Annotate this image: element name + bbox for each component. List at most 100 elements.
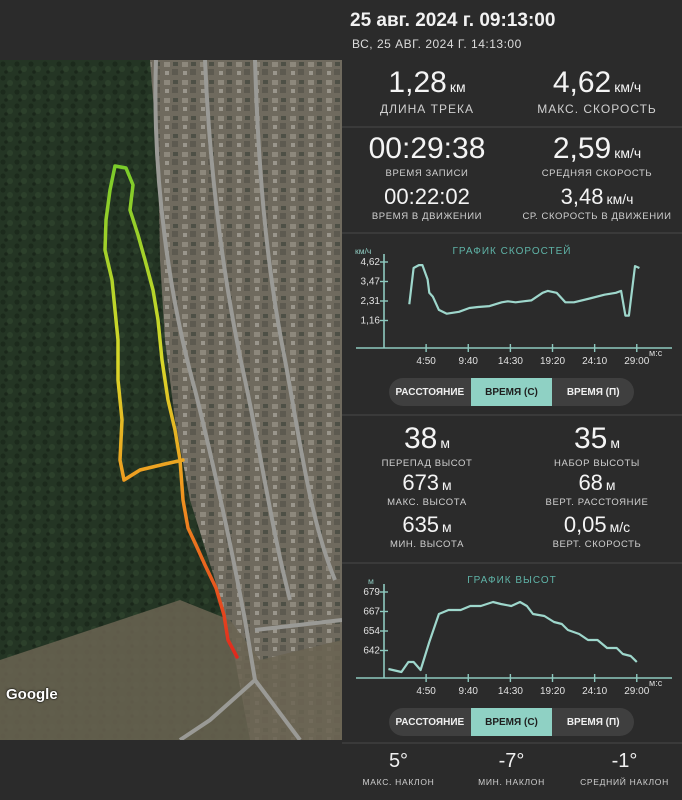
satellite-map[interactable]: Google [0, 60, 342, 740]
max-elevation-label: МАКС. ВЫСОТА [387, 497, 467, 508]
map-canvas[interactable] [0, 60, 342, 740]
avg-speed-label: СРЕДНЯЯ СКОРОСТЬ [541, 168, 653, 179]
elevation-diff-label: ПЕРЕПАД ВЫСОТ [381, 458, 473, 469]
track-date-title: 25 авг. 2024 г. 09:13:00 [350, 10, 556, 31]
max-speed-label: МАКС. СКОРОСТЬ [537, 102, 657, 116]
header: 25 авг. 2024 г. 09:13:00 ВС, 25 АВГ. 202… [0, 0, 682, 60]
stat-track-length: 1,28 км ДЛИНА ТРЕКА [342, 66, 512, 117]
avg-slope-label: СРЕДНИЙ НАКЛОН [580, 777, 669, 787]
max-speed-unit: км/ч [614, 79, 642, 95]
vert-speed-value: 0,05 [563, 512, 607, 537]
avg-speed-unit: км/ч [614, 145, 642, 161]
avg-speed-value: 2,59 [552, 132, 612, 165]
elevation-chart: м 679 667 654 642 4:50 9:40 14:30 19:20 24:10 29… [342, 570, 682, 700]
stat-avg-speed: 2,59 км/ч СРЕДНЯЯ СКОРОСТЬ [512, 132, 682, 180]
max-speed-value: 4,62 [552, 66, 612, 99]
speed-y-tick-label: 3,47 [361, 277, 381, 288]
elevation-diff-value: 38 [404, 422, 438, 455]
moving-time-value: 00:22:02 [384, 184, 470, 209]
stat-moving-avg-speed: 3,48 км/ч СР. СКОРОСТЬ В ДВИЖЕНИИ [512, 184, 682, 223]
elevation-series-line [388, 600, 638, 674]
speed-chart-mode-toggle: РАССТОЯНИЕ ВРЕМЯ (С) ВРЕМЯ (П) [389, 378, 634, 406]
elevation-x-unit: м:с [649, 678, 663, 688]
divider [342, 414, 682, 416]
elevation-tab-time-p[interactable]: ВРЕМЯ (П) [566, 716, 620, 728]
speed-chart-title: ГРАФИК СКОРОСТЕЙ [452, 246, 572, 257]
stat-record-time: 00:29:38 ВРЕМЯ ЗАПИСИ [342, 132, 512, 180]
stat-min-elevation: 635 м МИН. ВЫСОТА [342, 514, 512, 551]
track-length-unit: км [449, 79, 466, 95]
moving-avg-speed-unit: км/ч [606, 191, 634, 207]
vert-speed-label: ВЕРТ. СКОРОСТЬ [552, 539, 642, 550]
avg-slope-value: -1° [611, 750, 638, 772]
max-slope-label: МАКС. НАКЛОН [362, 777, 435, 787]
speed-tab-distance[interactable]: РАССТОЯНИЕ [395, 386, 465, 398]
divider [342, 126, 682, 128]
track-length-value: 1,28 [388, 66, 447, 99]
village-area [150, 60, 342, 740]
divider [342, 232, 682, 234]
speed-tab-time-s[interactable]: ВРЕМЯ (С) [470, 378, 553, 406]
elevation-gain-label: НАБОР ВЫСОТЫ [554, 458, 640, 469]
track-date-subtitle: ВС, 25 АВГ. 2024 Г. 14:13:00 [352, 37, 522, 51]
max-elevation-value: 673 [402, 470, 440, 495]
speed-series-line [408, 264, 640, 317]
stat-vert-distance: 68 м ВЕРТ. РАССТОЯНИЕ [512, 470, 682, 509]
speed-x-tick-label: 4:50 [416, 356, 436, 367]
min-slope-value: -7° [498, 750, 525, 772]
stat-elevation-gain: 35 м НАБОР ВЫСОТЫ [512, 422, 682, 470]
vert-distance-unit: м [605, 477, 616, 493]
speed-tab-time-p[interactable]: ВРЕМЯ (П) [566, 386, 620, 398]
elevation-x-tick-label: 29:00 [624, 686, 649, 697]
elevation-y-tick-label: 667 [363, 607, 380, 618]
stat-max-slope: 5° МАКС. НАКЛОН [342, 750, 455, 787]
vert-speed-unit: м/с [609, 519, 631, 535]
roads [153, 60, 342, 740]
vert-distance-value: 68 [578, 470, 603, 495]
divider [342, 742, 682, 744]
speed-chart: км/ч 4,62 3,47 2,31 1,16 4:50 9:40 14:30 19:20… [342, 240, 682, 370]
speed-x-tick-label: 29:00 [624, 356, 649, 367]
elevation-chart-mode-toggle: РАССТОЯНИЕ ВРЕМЯ (С) ВРЕМЯ (П) [389, 708, 634, 736]
elevation-gain-unit: м [610, 435, 620, 451]
speed-x-tick-label: 14:30 [498, 356, 523, 367]
track-length-label: ДЛИНА ТРЕКА [380, 102, 474, 116]
elevation-tab-time-s[interactable]: ВРЕМЯ (С) [470, 708, 553, 736]
elevation-x-tick-label: 4:50 [416, 686, 436, 697]
elevation-y-unit: м [368, 576, 374, 586]
elevation-y-tick-label: 679 [363, 587, 380, 598]
elevation-x-tick-label: 19:20 [540, 686, 565, 697]
elevation-y-tick-label: 642 [363, 646, 380, 657]
divider [342, 562, 682, 564]
elevation-chart-svg: м 679 667 654 642 4:50 9:40 14:30 19:20 24:10 29… [356, 576, 672, 697]
stat-max-elevation: 673 м МАКС. ВЫСОТА [342, 470, 512, 509]
stat-avg-slope: -1° СРЕДНИЙ НАКЛОН [568, 750, 681, 787]
speed-x-unit: м:с [649, 348, 663, 358]
moving-avg-speed-label: СР. СКОРОСТЬ В ДВИЖЕНИИ [522, 211, 672, 222]
google-logo: Google [6, 686, 58, 703]
min-elevation-label: МИН. ВЫСОТА [389, 539, 465, 550]
moving-time-label: ВРЕМЯ В ДВИЖЕНИИ [371, 211, 483, 222]
stats-panel: 1,28 км ДЛИНА ТРЕКА 4,62 км/ч МАКС. СКОРОС… [342, 60, 682, 800]
elevation-x-tick-label: 9:40 [459, 686, 479, 697]
stat-elevation-diff: 38 м ПЕРЕПАД ВЫСОТ [342, 422, 512, 470]
min-elevation-unit: м [442, 519, 452, 535]
record-time-label: ВРЕМЯ ЗАПИСИ [385, 168, 469, 179]
gps-track [103, 164, 239, 659]
stat-vert-speed: 0,05 м/с ВЕРТ. СКОРОСТЬ [512, 512, 682, 551]
speed-x-tick-label: 24:10 [582, 356, 607, 367]
moving-avg-speed-value: 3,48 [560, 184, 604, 209]
max-slope-value: 5° [388, 750, 409, 772]
stat-max-speed: 4,62 км/ч МАКС. СКОРОСТЬ [512, 66, 682, 117]
speed-x-tick-label: 9:40 [459, 356, 479, 367]
record-time-value: 00:29:38 [368, 132, 486, 165]
elevation-chart-title: ГРАФИК ВЫСОТ [467, 575, 557, 586]
elevation-gain-value: 35 [574, 422, 608, 455]
vert-distance-label: ВЕРТ. РАССТОЯНИЕ [545, 497, 649, 508]
elevation-diff-unit: м [440, 435, 450, 451]
speed-y-unit: км/ч [355, 246, 371, 256]
stat-min-slope: -7° МИН. НАКЛОН [455, 750, 568, 787]
elevation-tab-distance[interactable]: РАССТОЯНИЕ [395, 716, 465, 728]
min-slope-label: МИН. НАКЛОН [478, 777, 545, 787]
elevation-x-tick-label: 14:30 [498, 686, 523, 697]
